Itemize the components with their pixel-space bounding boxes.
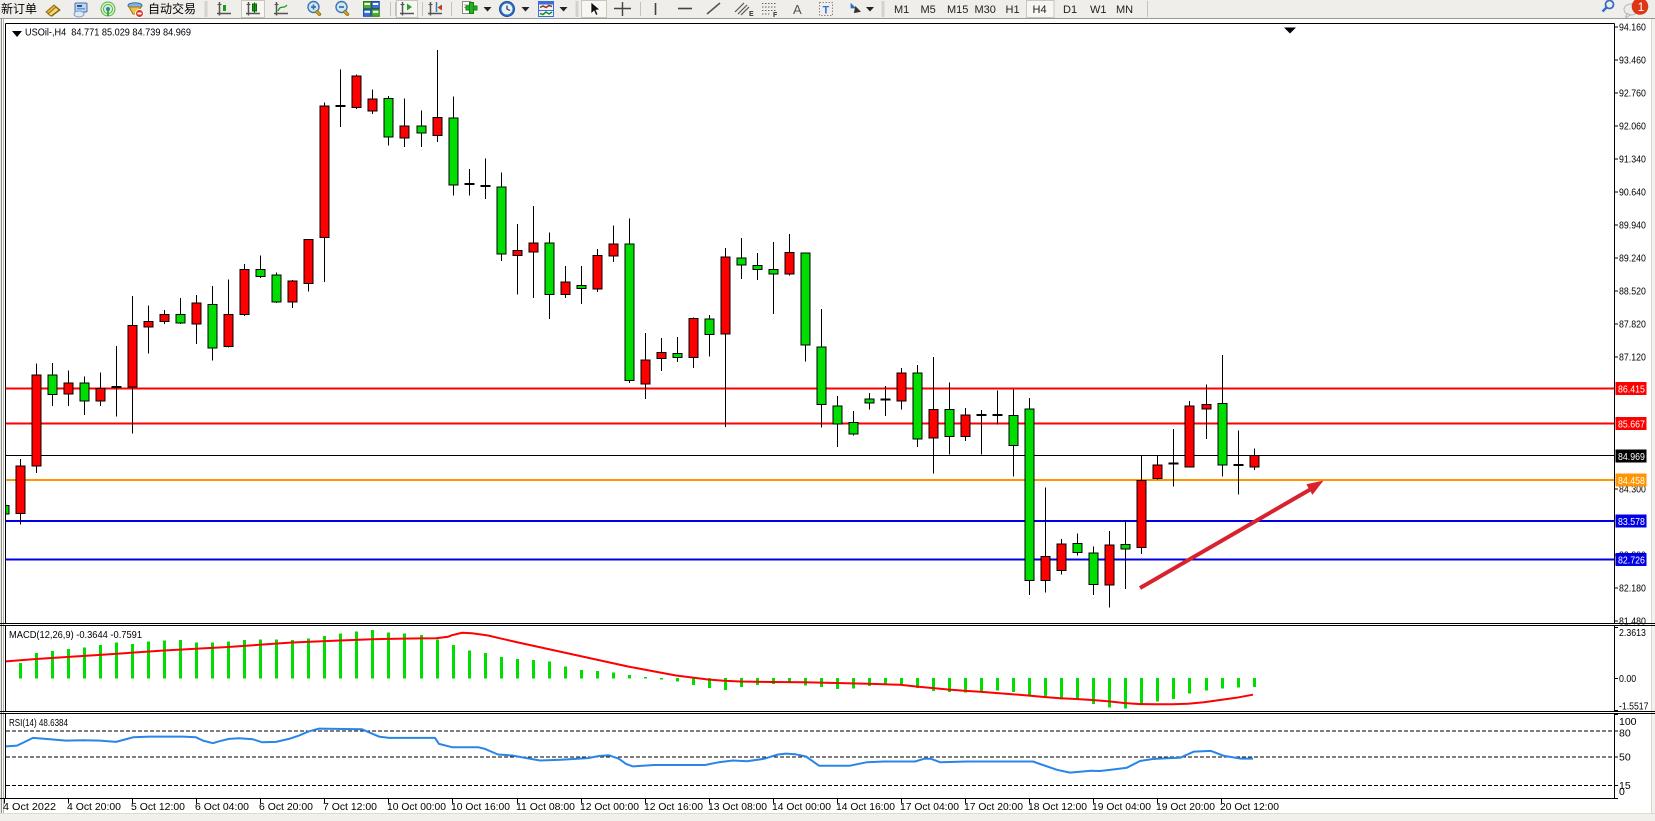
svg-text:自动交易: 自动交易 <box>148 1 196 16</box>
svg-text:A: A <box>793 2 802 17</box>
svg-text:T: T <box>823 5 830 17</box>
svg-text:90.640: 90.640 <box>1619 187 1646 199</box>
svg-text:83.578: 83.578 <box>1618 516 1645 528</box>
svg-text:91.340: 91.340 <box>1619 154 1646 166</box>
svg-text:82.726: 82.726 <box>1618 555 1645 567</box>
svg-text:H1: H1 <box>1006 4 1020 16</box>
svg-text:85.667: 85.667 <box>1618 419 1645 431</box>
svg-text:12 Oct 16:00: 12 Oct 16:00 <box>644 801 703 813</box>
svg-text:4 Oct 2022: 4 Oct 2022 <box>3 801 56 813</box>
svg-text:-1.5517: -1.5517 <box>1619 701 1649 713</box>
svg-text:12 Oct 00:00: 12 Oct 00:00 <box>580 801 639 813</box>
svg-text:15: 15 <box>1619 780 1631 792</box>
svg-text:14 Oct 16:00: 14 Oct 16:00 <box>836 801 895 813</box>
svg-text:20 Oct 12:00: 20 Oct 12:00 <box>1220 801 1279 813</box>
svg-text:86.415: 86.415 <box>1618 384 1645 396</box>
svg-text:F: F <box>773 12 778 19</box>
svg-text:MN: MN <box>1116 4 1133 16</box>
svg-text:87.820: 87.820 <box>1619 319 1646 331</box>
svg-text:17 Oct 20:00: 17 Oct 20:00 <box>964 801 1023 813</box>
svg-text:13 Oct 08:00: 13 Oct 08:00 <box>708 801 767 813</box>
svg-text:87.120: 87.120 <box>1619 352 1646 364</box>
svg-text:50: 50 <box>1619 752 1631 764</box>
svg-text:M30: M30 <box>975 4 996 16</box>
svg-text:4 Oct 20:00: 4 Oct 20:00 <box>67 801 121 813</box>
svg-text:5 Oct 12:00: 5 Oct 12:00 <box>131 801 185 813</box>
svg-text:14 Oct 00:00: 14 Oct 00:00 <box>772 801 831 813</box>
svg-text:19 Oct 04:00: 19 Oct 04:00 <box>1092 801 1151 813</box>
svg-text:17 Oct 04:00: 17 Oct 04:00 <box>900 801 959 813</box>
svg-text:84.969: 84.969 <box>1618 451 1645 463</box>
svg-text:M1: M1 <box>894 4 909 16</box>
svg-text:84.458: 84.458 <box>1618 475 1645 487</box>
svg-text:89.940: 89.940 <box>1619 220 1646 232</box>
svg-text:92.760: 92.760 <box>1619 88 1646 100</box>
svg-text:0: 0 <box>1619 786 1625 798</box>
svg-text:M5: M5 <box>921 4 936 16</box>
svg-text:D1: D1 <box>1063 4 1077 16</box>
svg-text:W1: W1 <box>1090 4 1107 16</box>
svg-text:10 Oct 00:00: 10 Oct 00:00 <box>387 801 446 813</box>
svg-text:94.160: 94.160 <box>1619 22 1646 34</box>
svg-text:2.3613: 2.3613 <box>1619 627 1646 639</box>
svg-text:81.480: 81.480 <box>1619 616 1646 628</box>
svg-text:新订单: 新订单 <box>1 1 37 16</box>
svg-text:10 Oct 16:00: 10 Oct 16:00 <box>451 801 510 813</box>
svg-text:92.060: 92.060 <box>1619 121 1646 133</box>
svg-text:6 Oct 20:00: 6 Oct 20:00 <box>259 801 313 813</box>
svg-text:MACD(12,26,9) -0.3644 -0.7591: MACD(12,26,9) -0.3644 -0.7591 <box>9 629 142 641</box>
svg-text:100: 100 <box>1619 716 1637 728</box>
svg-text:6 Oct 04:00: 6 Oct 04:00 <box>195 801 249 813</box>
svg-text:89.240: 89.240 <box>1619 253 1646 265</box>
svg-text:1: 1 <box>1638 0 1645 14</box>
svg-text:19 Oct 20:00: 19 Oct 20:00 <box>1156 801 1215 813</box>
svg-text:93.460: 93.460 <box>1619 55 1646 67</box>
svg-text:80: 80 <box>1619 728 1631 740</box>
svg-text:88.520: 88.520 <box>1619 286 1646 298</box>
svg-text:11 Oct 08:00: 11 Oct 08:00 <box>516 801 575 813</box>
svg-text:82.180: 82.180 <box>1619 583 1646 595</box>
svg-text:RSI(14) 48.6384: RSI(14) 48.6384 <box>9 717 68 729</box>
svg-text:E: E <box>749 11 754 18</box>
svg-text:USOil-,H4 84.771 85.029 84.73: USOil-,H4 84.771 85.029 84.739 84.969 <box>25 27 191 39</box>
svg-text:M15: M15 <box>947 4 968 16</box>
svg-text:0.00: 0.00 <box>1619 673 1636 685</box>
svg-text:18 Oct 12:00: 18 Oct 12:00 <box>1028 801 1087 813</box>
svg-text:7 Oct 12:00: 7 Oct 12:00 <box>323 801 377 813</box>
svg-text:H4: H4 <box>1033 4 1047 16</box>
